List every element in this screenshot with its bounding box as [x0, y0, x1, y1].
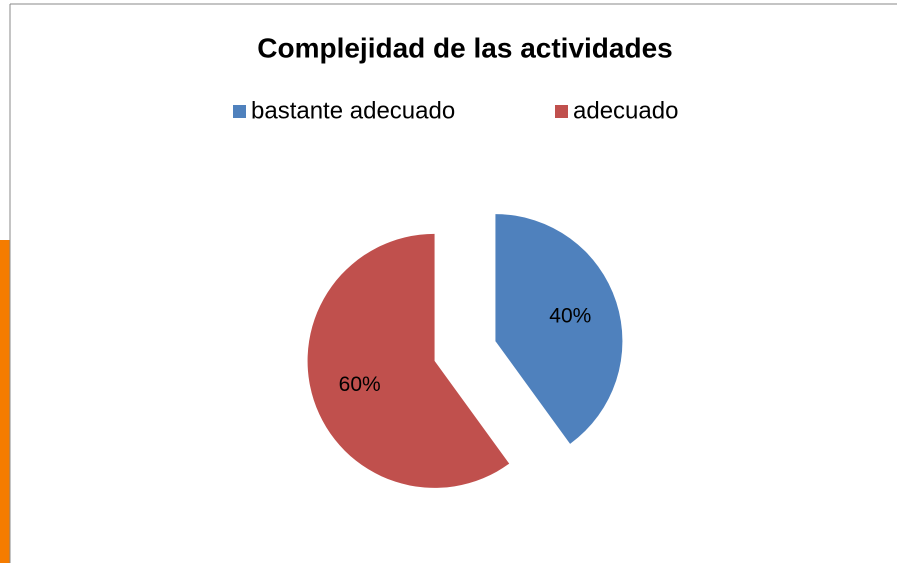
pie: 40% 60%	[307, 214, 623, 488]
legend-label: bastante adecuado	[251, 97, 455, 124]
legend-swatch	[555, 105, 568, 118]
data-label: 60%	[339, 373, 381, 396]
legend: bastante adecuado adecuado	[233, 97, 678, 124]
side-strip	[0, 240, 10, 563]
legend-label: adecuado	[573, 97, 678, 124]
pie-slice	[307, 233, 510, 488]
pie-slice	[495, 214, 623, 444]
data-label: 40%	[549, 304, 591, 327]
chart-title: Complejidad de las actividades	[257, 32, 672, 63]
legend-swatch	[233, 105, 246, 118]
